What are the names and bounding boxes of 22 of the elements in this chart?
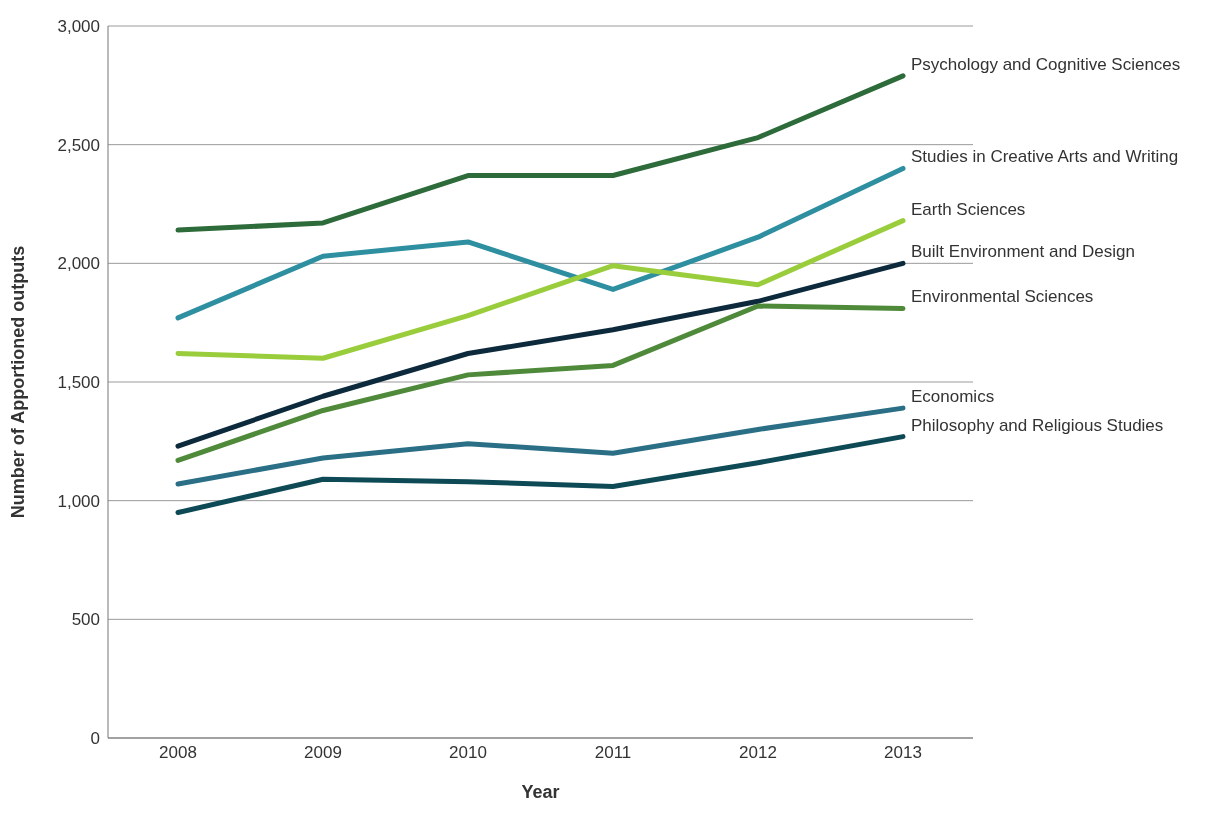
series-label: Studies in Creative Arts and Writing	[911, 147, 1179, 167]
x-tick-label: 2012	[739, 743, 777, 763]
y-tick-label: 500	[71, 610, 100, 630]
y-tick-label: 3,000	[57, 17, 100, 37]
y-tick-label: 2,000	[57, 254, 100, 274]
y-tick-label: 1,500	[57, 373, 100, 393]
series-label: Built Environment and Design	[911, 242, 1135, 262]
x-tick-label: 2011	[594, 743, 632, 763]
x-tick-label: 2010	[449, 743, 487, 763]
x-tick-label: 2008	[159, 743, 197, 763]
series-label: Philosophy and Religious Studies	[911, 415, 1164, 435]
series-label: Psychology and Cognitive Sciences	[911, 54, 1181, 74]
y-tick-label: 0	[90, 729, 100, 749]
series-label: Environmental Sciences	[911, 287, 1094, 307]
x-axis-title: Year	[521, 782, 560, 802]
y-tick-label: 1,000	[57, 491, 100, 511]
series-label: Economics	[911, 387, 995, 407]
y-axis-title: Number of Apportioned outputs	[8, 245, 29, 519]
series-label: Earth Sciences	[911, 199, 1026, 219]
x-tick-label: 2013	[884, 743, 922, 763]
x-tick-label: 2009	[304, 743, 342, 763]
y-tick-label: 2,500	[57, 135, 100, 155]
